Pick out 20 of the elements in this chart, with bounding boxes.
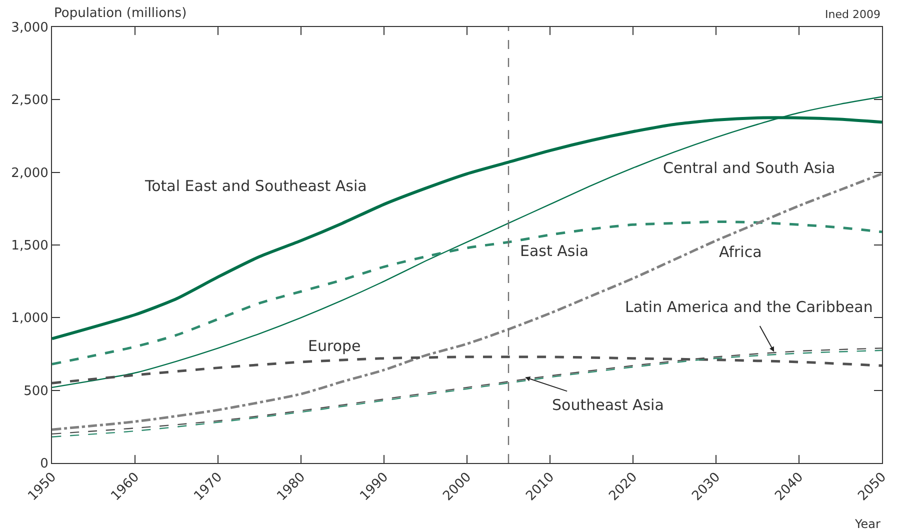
line-series (52, 220, 882, 366)
text: Latin America and the Caribbean (625, 298, 873, 316)
line-series (52, 172, 882, 431)
x-axis-title: Year (854, 517, 880, 531)
series-label: Africa (719, 243, 762, 261)
y-tick-label: 500 (24, 384, 48, 399)
y-tick-label: 3,000 (11, 20, 48, 36)
y-tick-label: 1,000 (11, 311, 48, 326)
y-tick-label: 1,500 (11, 238, 48, 254)
y-tick-label: 2,000 (11, 166, 48, 181)
series-label: Europe (308, 337, 361, 355)
series-label: Central and South Asia (663, 159, 836, 177)
series-label: Southeast Asia (552, 396, 664, 414)
series-label: Total East and Southeast Asia (144, 177, 367, 195)
y-tick-label: 2,500 (11, 93, 48, 108)
line-series (52, 96, 882, 388)
series-label: East Asia (520, 242, 589, 260)
text: Ined 2009 (825, 8, 880, 21)
y-tick-label: 0 (40, 456, 48, 472)
y-axis-title: Population (millions) (54, 6, 187, 21)
